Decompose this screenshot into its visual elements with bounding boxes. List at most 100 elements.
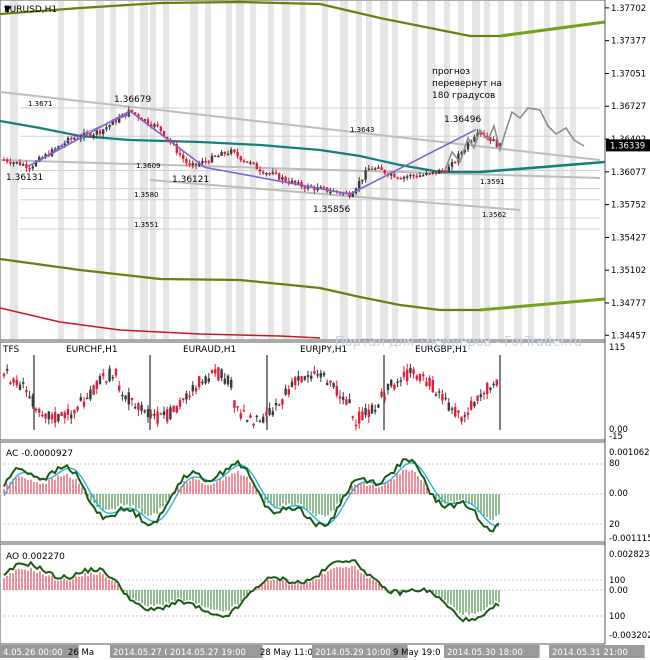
- mtf-candle: [393, 384, 396, 390]
- mtf-candle: [380, 391, 383, 397]
- ac-mid-tick: 0.00: [609, 489, 628, 499]
- candle-bull: [15, 161, 18, 164]
- mtf-candle: [482, 392, 486, 395]
- candle-bull: [201, 160, 204, 164]
- mtf-candle: [66, 408, 70, 415]
- mtf-candle: [47, 411, 50, 420]
- mtf-candle: [329, 380, 332, 383]
- mtf-candle: [54, 412, 57, 423]
- candle-bull: [31, 166, 34, 169]
- candle-bull: [463, 149, 466, 153]
- candle-bull: [425, 173, 428, 176]
- forecast-path: [444, 107, 585, 171]
- session-band: [190, 1, 198, 339]
- mtf-candle: [268, 408, 271, 415]
- mtf-candle: [457, 410, 460, 413]
- mtf-candle: [60, 412, 63, 417]
- session-band: [163, 1, 169, 339]
- mtf-candle: [38, 408, 41, 413]
- candle-bear: [242, 160, 246, 162]
- session-band: [205, 1, 211, 339]
- candle-bear: [194, 163, 198, 166]
- mtf-candle: [92, 385, 95, 395]
- session-band: [412, 1, 418, 339]
- session-band: [458, 1, 464, 339]
- candle-bull: [153, 124, 156, 127]
- candle-bear: [313, 186, 316, 191]
- mtf-label: TFS: [2, 345, 20, 355]
- price-panel[interactable]: 1.36679 1.36131 1.36121 1.35856 1.36496 1.367…: [0, 0, 606, 341]
- collapse-arrow-icon[interactable]: ▼: [4, 5, 11, 15]
- ac-label: AC -0.0000927: [6, 449, 73, 459]
- mtf-candle: [486, 383, 489, 395]
- forecast-note-3: 180 градусов: [432, 91, 495, 101]
- candle-bear: [393, 173, 396, 178]
- candle-bear: [114, 120, 118, 123]
- mtf-candle: [105, 381, 108, 383]
- mtf-candle: [287, 389, 290, 395]
- candle-bear: [9, 161, 12, 164]
- channel-lower: [149, 179, 521, 211]
- zigzag-leg: [39, 113, 131, 162]
- price-tick: 1.36077: [611, 168, 646, 178]
- candle-bull: [422, 175, 425, 177]
- ao-mid-tick: 0.00: [609, 586, 628, 596]
- mtf-panel[interactable]: TFS EURCHF,H1 EURAUD,H1 EURJPY,H1 EURGBP…: [0, 341, 606, 441]
- envelope-upper: [0, 0, 500, 38]
- time-tick: 26 Ma: [68, 648, 94, 658]
- candle-bull: [364, 170, 367, 180]
- mtf-candle: [159, 413, 162, 415]
- candle-bear: [486, 135, 489, 138]
- mtf-candle: [255, 415, 258, 418]
- candle-bear: [162, 131, 166, 137]
- time-axis: 4.05.26 00:00 26 Ma 2014.05.27 0 2014.05.27…: [0, 643, 650, 660]
- mtf-candle: [156, 411, 159, 424]
- mtf-candle: [316, 374, 319, 376]
- candle-bear: [383, 169, 386, 174]
- current-price-box: [606, 139, 650, 152]
- ao-lower-tick: 100: [609, 612, 625, 622]
- mtf-candle: [367, 409, 370, 418]
- mtf-candle: [319, 372, 322, 378]
- time-label-box: [0, 645, 79, 658]
- level-label: 1.3580: [134, 191, 159, 199]
- time-tick: 2014.05.29 10:00: [315, 648, 391, 658]
- mtf-pair-4: EURGBP,H1: [415, 345, 467, 355]
- candle-bull: [358, 180, 361, 189]
- mtf-candle: [370, 404, 374, 414]
- mtf-candle: [70, 414, 73, 419]
- price-tick: 1.36727: [611, 102, 646, 112]
- candle-bear: [479, 133, 482, 135]
- candle-bear: [204, 160, 207, 163]
- mtf-candle: [22, 382, 25, 384]
- candle-bear: [399, 177, 402, 180]
- ao-upper-tick: 100: [609, 576, 625, 586]
- mtf-candle: [150, 413, 153, 417]
- mtf-candle: [338, 396, 342, 399]
- candle-bull: [73, 138, 76, 140]
- time-tick: 2014.05.31 21:00: [552, 648, 628, 658]
- session-band: [528, 1, 534, 339]
- mtf-candle: [31, 395, 34, 407]
- mtf-candle: [127, 392, 130, 405]
- ac-panel[interactable]: AC -0.0000927: [0, 441, 606, 543]
- mtf-candle: [332, 382, 335, 388]
- mtf-candle: [313, 371, 316, 374]
- candle-bear: [252, 162, 255, 164]
- time-label-box: [444, 645, 540, 658]
- mtf-candle: [390, 379, 393, 386]
- session-band: [150, 1, 156, 339]
- candle-bull: [217, 155, 220, 158]
- time-label-box: [549, 645, 645, 658]
- mtf-candle: [223, 378, 226, 384]
- moving-average: [0, 119, 480, 174]
- mtf-candle: [294, 377, 297, 386]
- candle-bull: [22, 164, 25, 166]
- candle-bear: [150, 124, 153, 127]
- mtf-candle: [265, 411, 268, 416]
- candle-bear: [284, 177, 287, 182]
- mtf-candle: [402, 371, 406, 377]
- candle-bear: [146, 119, 150, 125]
- candle-bull: [265, 173, 268, 175]
- ao-panel[interactable]: AO 0.002270: [0, 543, 606, 645]
